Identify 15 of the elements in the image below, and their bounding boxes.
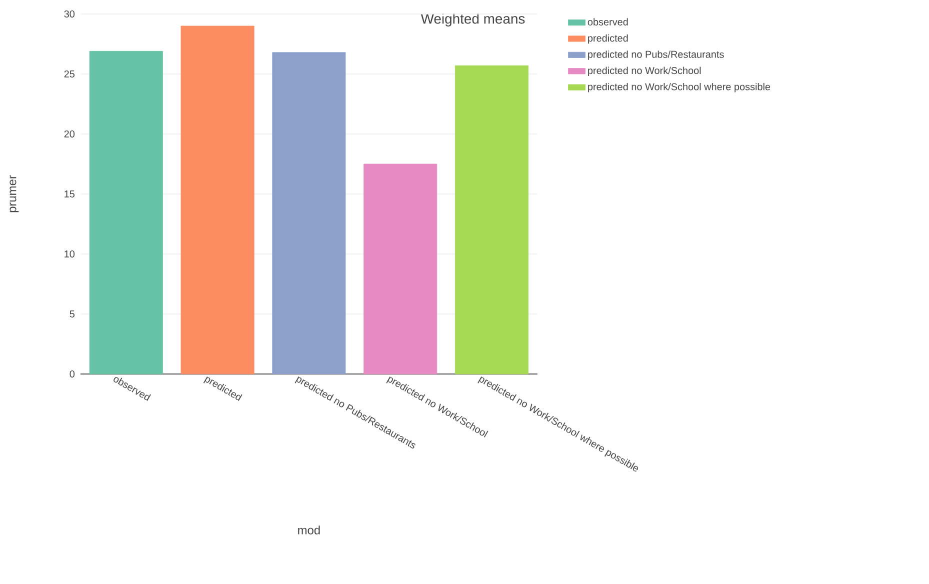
chart-title: Weighted means <box>420 13 525 26</box>
y-tick-label: 0 <box>70 370 75 378</box>
y-tick-label: 30 <box>64 10 75 18</box>
y-axis-title: prumer <box>10 175 19 212</box>
x-axis-title: mod <box>298 526 320 534</box>
legend-label: predicted no Work/School where possible <box>588 82 770 92</box>
legend-label: predicted <box>588 34 628 44</box>
y-tick-label: 10 <box>64 250 75 258</box>
y-tick-label: 25 <box>64 70 75 78</box>
legend-label: predicted no Work/School <box>588 66 701 76</box>
y-tick-label: 20 <box>64 130 75 138</box>
legend-label: observed <box>588 18 628 26</box>
y-tick-label: 15 <box>64 190 75 198</box>
legend-label: predicted no Pubs/Restaurants <box>588 50 724 60</box>
y-tick-label: 5 <box>70 310 75 318</box>
